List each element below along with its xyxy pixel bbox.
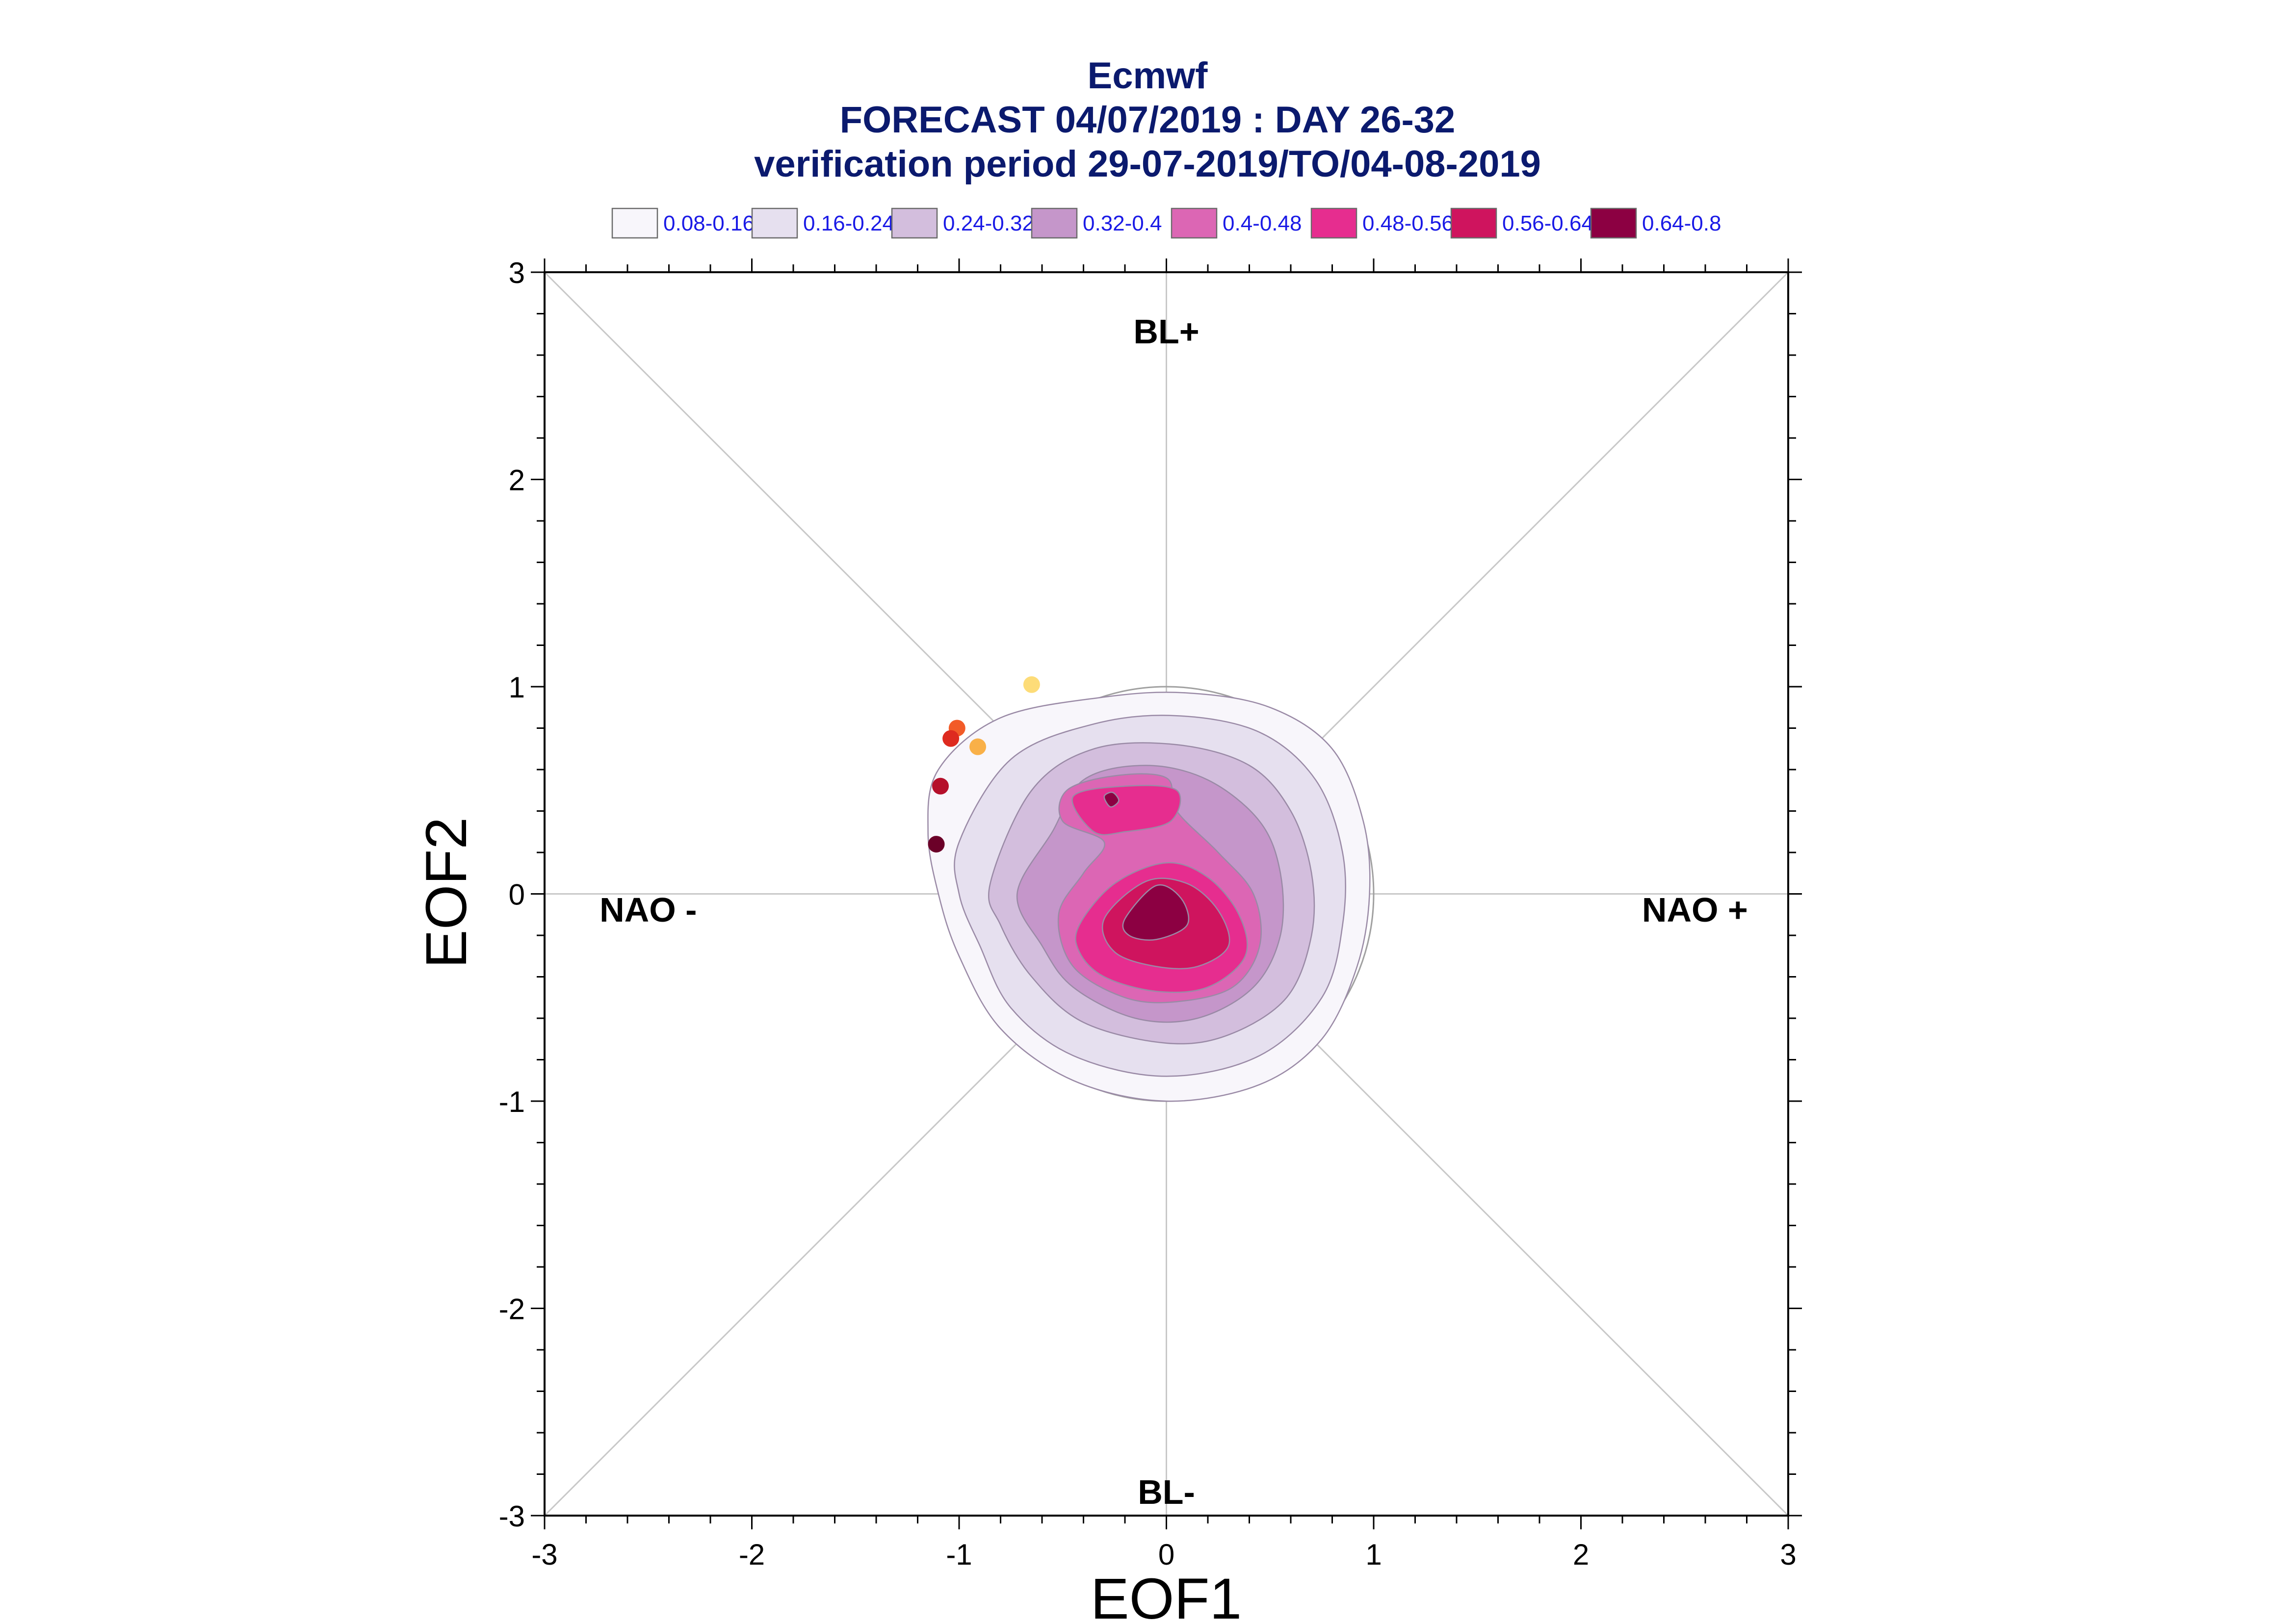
scatter-point <box>969 738 987 755</box>
legend-swatch <box>751 207 798 239</box>
y-tick-label: 1 <box>509 671 525 704</box>
y-tick-label: 2 <box>509 464 525 497</box>
legend: 0.08-0.16 0.16-0.24 0.24-0.32 0.32-0.4 0.4-0… <box>611 207 1721 239</box>
x-tick-label: 0 <box>1158 1538 1174 1571</box>
legend-swatch <box>891 207 938 239</box>
legend-label: 0.4-0.48 <box>1223 211 1302 235</box>
axes: -3 -2 -1 0 1 2 3 -3 -2 -1 0 1 2 3 <box>499 257 1802 1571</box>
legend-swatch <box>1171 207 1218 239</box>
legend-swatch <box>1031 207 1078 239</box>
density-contours <box>927 686 1375 1102</box>
density-contour <box>1103 792 1120 808</box>
legend-swatch <box>1590 207 1637 239</box>
legend-swatch <box>611 207 658 239</box>
legend-label: 0.16-0.24 <box>803 211 894 235</box>
region-label: BL+ <box>1133 312 1199 351</box>
legend-label: 0.64-0.8 <box>1642 211 1721 235</box>
region-label: NAO + <box>1642 891 1748 929</box>
x-tick-label: 2 <box>1573 1538 1589 1571</box>
legend-swatch <box>1310 207 1357 239</box>
x-tick-label: 1 <box>1365 1538 1382 1571</box>
y-axis-title: EOF2 <box>414 817 479 968</box>
region-label: BL- <box>1138 1473 1195 1511</box>
legend-swatch <box>1450 207 1497 239</box>
legend-label: 0.24-0.32 <box>943 211 1034 235</box>
legend-label: 0.48-0.56 <box>1362 211 1454 235</box>
x-tick-label: 3 <box>1780 1538 1796 1571</box>
scatter-point <box>1023 676 1040 693</box>
y-tick-label: -1 <box>499 1085 525 1118</box>
scatter-point <box>942 730 960 747</box>
region-labels: BL+ BL- NAO - NAO + <box>600 312 1748 1511</box>
chart-subtitle-2: verification period 29-07-2019/TO/04-08-… <box>754 143 1541 185</box>
density-contour <box>1071 785 1181 836</box>
scatter-point <box>928 836 945 853</box>
region-label: NAO - <box>600 891 697 929</box>
x-axis-title: EOF1 <box>1091 1567 1242 1624</box>
scatter-points <box>928 676 1040 853</box>
x-tick-label: -2 <box>739 1538 765 1571</box>
legend-label: 0.56-0.64 <box>1502 211 1593 235</box>
legend-label: 0.32-0.4 <box>1083 211 1162 235</box>
chart-subtitle: FORECAST 04/07/2019 : DAY 26-32 <box>840 99 1456 141</box>
y-tick-label: -2 <box>499 1293 525 1326</box>
y-tick-label: 3 <box>509 257 525 289</box>
density-contour <box>1122 884 1190 941</box>
scatter-point <box>932 777 949 795</box>
x-tick-label: -3 <box>531 1538 557 1571</box>
x-tick-label: -1 <box>946 1538 972 1571</box>
chart-title: Ecmwf <box>1088 55 1208 97</box>
y-tick-label: 0 <box>509 878 525 911</box>
legend-label: 0.08-0.16 <box>663 211 755 235</box>
y-tick-label: -3 <box>499 1500 525 1533</box>
